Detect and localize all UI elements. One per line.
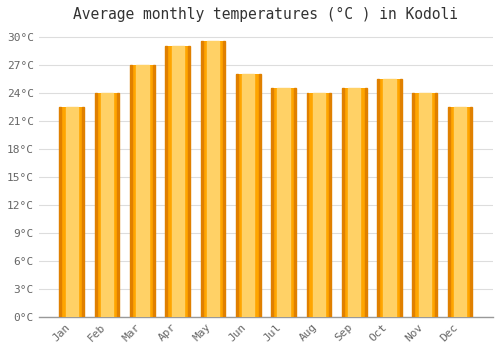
Bar [118, 93, 120, 317]
Bar [94, 93, 120, 317]
Bar [166, 46, 190, 317]
Bar [94, 93, 96, 317]
Bar [60, 107, 62, 317]
Bar [224, 41, 226, 317]
Bar [153, 65, 155, 317]
Bar [207, 41, 219, 317]
Bar [342, 88, 366, 317]
Bar [172, 46, 184, 317]
Bar [377, 79, 379, 317]
Bar [236, 74, 260, 317]
Bar [412, 93, 437, 317]
Title: Average monthly temperatures (°C ) in Kodoli: Average monthly temperatures (°C ) in Ko… [74, 7, 458, 22]
Bar [294, 88, 296, 317]
Bar [236, 74, 238, 317]
Bar [384, 79, 396, 317]
Bar [435, 93, 437, 317]
Bar [400, 79, 402, 317]
Bar [66, 107, 78, 317]
Bar [330, 93, 331, 317]
Bar [448, 107, 472, 317]
Bar [448, 107, 450, 317]
Bar [258, 74, 260, 317]
Bar [130, 65, 155, 317]
Bar [312, 93, 325, 317]
Bar [136, 65, 148, 317]
Bar [101, 93, 114, 317]
Bar [377, 79, 402, 317]
Bar [454, 107, 466, 317]
Bar [60, 107, 84, 317]
Bar [82, 107, 84, 317]
Bar [348, 88, 360, 317]
Bar [418, 93, 431, 317]
Bar [306, 93, 308, 317]
Bar [271, 88, 273, 317]
Bar [412, 93, 414, 317]
Bar [342, 88, 344, 317]
Bar [188, 46, 190, 317]
Bar [470, 107, 472, 317]
Bar [278, 88, 290, 317]
Bar [130, 65, 132, 317]
Bar [200, 41, 202, 317]
Bar [306, 93, 331, 317]
Bar [166, 46, 168, 317]
Bar [242, 74, 254, 317]
Bar [364, 88, 366, 317]
Bar [200, 41, 226, 317]
Bar [271, 88, 296, 317]
